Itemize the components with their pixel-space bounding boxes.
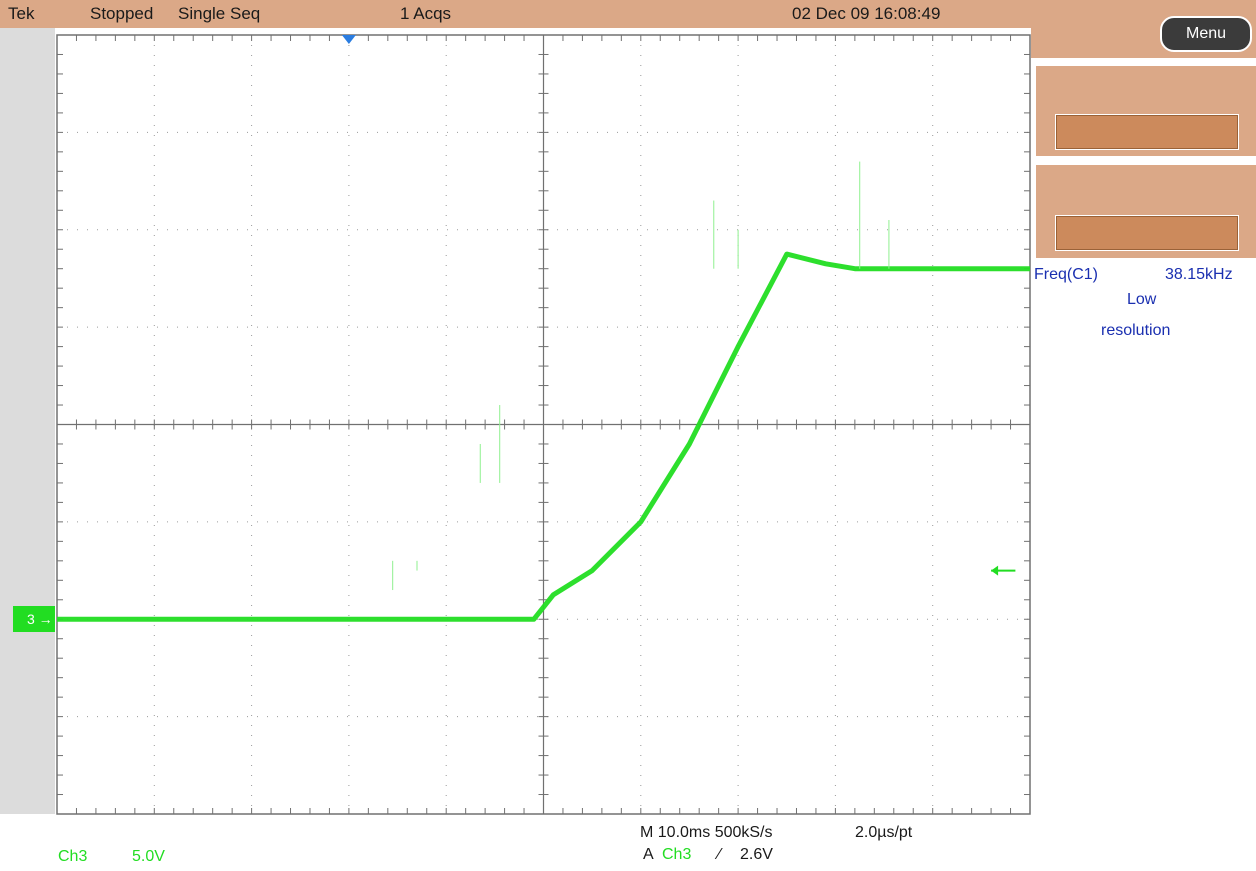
menu-button[interactable]: Menu — [1160, 16, 1252, 52]
measurement-value: 38.15kHz — [1165, 266, 1233, 283]
trigger-slope-icon: ⁄ — [718, 846, 721, 863]
timebase-per-point: 2.0µs/pt — [855, 824, 913, 841]
channel-scale-label: 5.0V — [132, 848, 165, 865]
measurement-name: Freq(C1) — [1034, 266, 1099, 283]
channel-marker-arrow: → — [34, 611, 53, 627]
brand-label: Tek — [8, 4, 35, 23]
status-bar: Tek Stopped Single Seq 1 Acqs 02 Dec 09 … — [0, 0, 1256, 28]
channel-ground-marker-icon[interactable]: 3 → — [13, 606, 55, 632]
trigger-position-icon — [341, 35, 356, 44]
trigger-source: Ch3 — [662, 846, 692, 863]
channel-name-label: Ch3 — [58, 848, 88, 865]
datetime: 02 Dec 09 16:08:49 — [792, 4, 941, 23]
left-margin-strip — [0, 28, 55, 814]
trigger-prefix: A — [643, 846, 654, 863]
channel-marker-label: 3 — [27, 611, 35, 627]
timebase-horizontal: M 10.0ms 500kS/s — [640, 824, 773, 841]
trigger-level-value: 2.6V — [740, 846, 773, 863]
softkey-button-2[interactable] — [1055, 215, 1239, 251]
waveform-trace-ch3 — [57, 251, 1030, 622]
measurement-note-line2: resolution — [1101, 322, 1171, 339]
trigger-level-arrow-head — [991, 565, 999, 576]
run-state: Stopped — [90, 4, 154, 23]
softkey-button-1[interactable] — [1055, 114, 1239, 150]
acquisition-mode: Single Seq — [178, 4, 261, 23]
measurement-note-line1: Low — [1127, 291, 1157, 308]
acquisition-count: 1 Acqs — [400, 4, 452, 23]
